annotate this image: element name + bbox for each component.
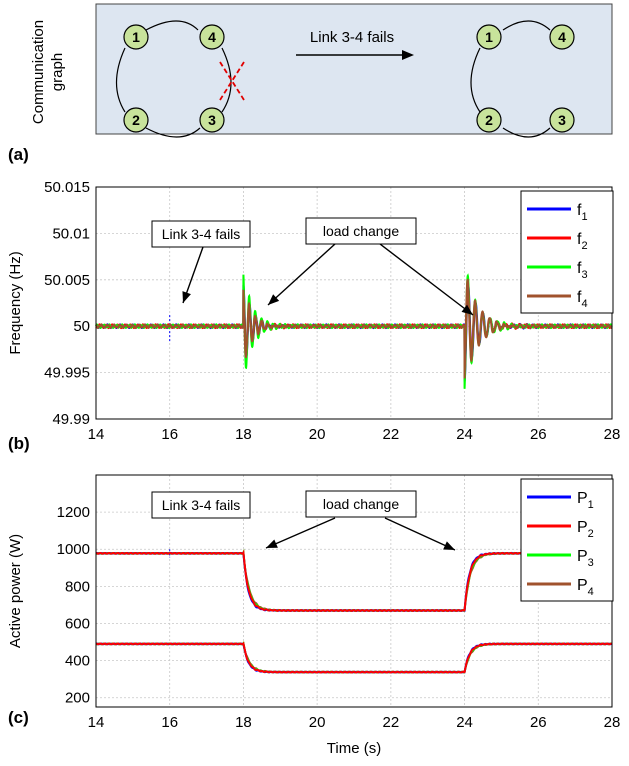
node-right-2	[476, 107, 502, 133]
y-tick-label: 50.01	[52, 225, 90, 242]
y-tick-label: 50	[73, 318, 90, 335]
side-label-line-2: graph	[49, 53, 66, 91]
legend-entry: P3	[577, 548, 594, 569]
y-tick-label: 200	[65, 690, 90, 707]
side-label-line-1: Communication	[30, 20, 47, 124]
legend-box	[520, 478, 614, 602]
x-tick-label: 14	[88, 426, 105, 443]
frequency-chart: 14 16 18 20 22 24 26 28 49.99 49.995 50 50.005 50.01…	[7, 179, 620, 453]
node-label-left-3: 3	[208, 112, 216, 128]
annotation-text: Link 3-4 fails	[162, 497, 241, 513]
node-label-left-4: 4	[208, 29, 216, 45]
x-tick-label: 22	[383, 426, 400, 443]
y-tick-label: 600	[65, 615, 90, 632]
y-axis-label: Frequency (Hz)	[7, 251, 24, 354]
x-tick-label: 20	[309, 426, 326, 443]
node-right-1	[476, 24, 502, 50]
annotation-arrow	[267, 243, 336, 306]
x-tick-label: 14	[88, 714, 105, 731]
node-left-4	[199, 24, 225, 50]
panel-a-tag: (a)	[8, 145, 29, 164]
y-tick-label: 50.015	[44, 179, 90, 196]
x-tick-label: 22	[383, 714, 400, 731]
panel-b-tag: (b)	[8, 434, 30, 453]
node-label-right-3: 3	[558, 112, 566, 128]
annotation-arrow	[384, 517, 456, 551]
annotation-arrow	[379, 243, 474, 316]
edge-1-4-right	[502, 20, 551, 31]
node-left-3	[199, 107, 225, 133]
legend-box	[520, 190, 614, 314]
x-tick-label: 16	[161, 714, 178, 731]
series-line-f4	[95, 278, 613, 379]
node-left-2	[123, 107, 149, 133]
node-right-4	[549, 24, 575, 50]
right-graph-edges	[470, 20, 551, 138]
x-tick-label: 24	[456, 714, 473, 731]
legend-entry: f1	[577, 202, 588, 223]
edge-2-3-right	[502, 127, 551, 138]
annotation-arrow	[265, 517, 336, 549]
annotation-text: Link 3-4 fails	[162, 226, 241, 242]
annotation-box	[151, 220, 251, 248]
legend-entry: f3	[577, 260, 588, 281]
edge-2-3-left	[145, 127, 201, 138]
annotation-box	[305, 217, 417, 245]
x-tick-label: 16	[161, 426, 178, 443]
x-tick-label: 20	[309, 714, 326, 731]
edge-1-2-right	[470, 47, 481, 113]
annotation-box	[305, 490, 417, 518]
edge-1-4-left	[145, 20, 199, 31]
node-label-right-1: 1	[485, 29, 493, 45]
node-label-right-4: 4	[558, 29, 566, 45]
node-label-left-2: 2	[132, 112, 140, 128]
node-label-right-2: 2	[485, 112, 493, 128]
legend-entry: P4	[577, 577, 594, 598]
annotation-arrow-head	[461, 304, 473, 315]
x-tick-label: 18	[235, 426, 252, 443]
annotation-arrow-head	[266, 539, 278, 548]
x-tick-label: 26	[530, 426, 547, 443]
annotation-arrow-head	[182, 291, 191, 303]
x-tick-label: 26	[530, 714, 547, 731]
y-tick-label: 800	[65, 578, 90, 595]
y-tick-label: 1000	[57, 541, 90, 558]
y-axis-label: Active power (W)	[7, 534, 24, 648]
x-tick-label: 28	[604, 426, 621, 443]
y-tick-label: 400	[65, 653, 90, 670]
legend-entry: P1	[577, 490, 594, 511]
x-tick-label: 28	[604, 714, 621, 731]
x-tick-label: 24	[456, 426, 473, 443]
graph-nodes: 1 2 3 4 1 2 3 4	[123, 24, 575, 133]
y-tick-label: 49.99	[52, 411, 90, 428]
communication-graph-panel: Communication graph (a) Link 3-4 fails	[8, 3, 613, 164]
node-left-1	[123, 24, 149, 50]
annotation-arrow-head	[443, 541, 455, 550]
legend-entry: P2	[577, 519, 594, 540]
legend-entry: f2	[577, 231, 588, 252]
y-tick-label: 50.005	[44, 272, 90, 289]
x-tick-label: 18	[235, 714, 252, 731]
annotation-text: load change	[323, 496, 400, 512]
graph-background	[95, 3, 613, 135]
panel-c-tag: (c)	[8, 708, 29, 727]
node-right-3	[549, 107, 575, 133]
y-tick-label: 49.995	[44, 365, 90, 382]
annotation-arrow-head	[268, 294, 280, 305]
y-tick-label: 1200	[57, 504, 90, 521]
x-axis-label: Time (s)	[327, 740, 381, 757]
annotation-box	[151, 491, 251, 519]
edge-1-2-left	[116, 47, 126, 113]
annotation-text: load change	[323, 223, 400, 239]
event-label: Link 3-4 fails	[310, 29, 394, 46]
event-arrow-head	[402, 50, 414, 60]
legend-entry: f4	[577, 289, 588, 310]
active-power-chart: 14 16 18 20 22 24 26 28 200 400 600 800 1000 1200 Link…	[7, 474, 621, 757]
node-label-left-1: 1	[132, 29, 140, 45]
series-line-p2-group-2	[95, 641, 612, 674]
